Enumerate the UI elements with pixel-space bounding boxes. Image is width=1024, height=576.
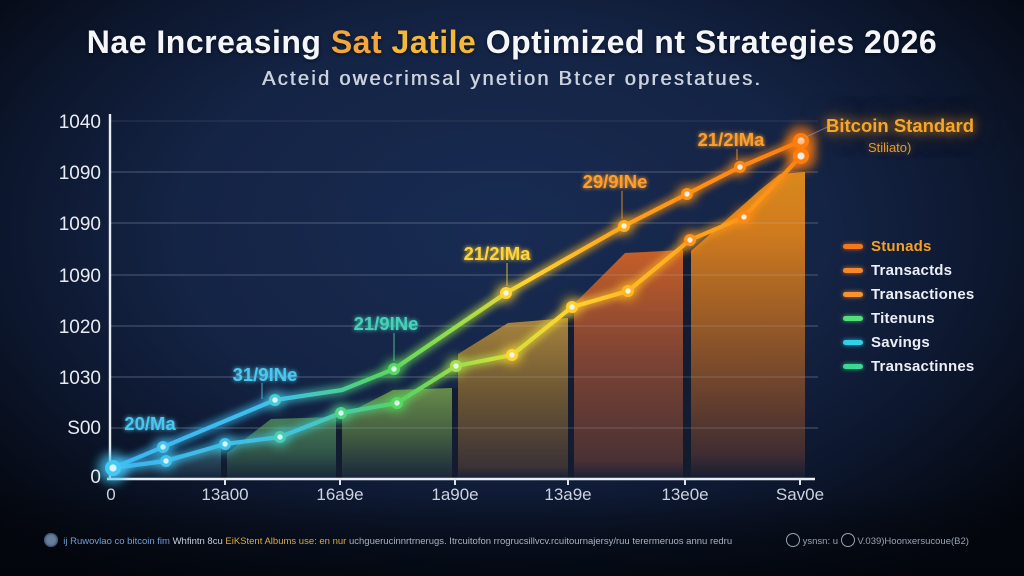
svg-text:1020: 1020 — [59, 317, 101, 338]
svg-text:1090: 1090 — [59, 214, 101, 235]
svg-text:Sav0e: Sav0e — [776, 485, 824, 504]
svg-text:21/2IMa: 21/2IMa — [464, 243, 532, 264]
svg-text:1040: 1040 — [59, 112, 101, 133]
svg-text:1090: 1090 — [59, 163, 101, 184]
svg-text:13e0e: 13e0e — [661, 485, 708, 504]
svg-text:21/9INe: 21/9INe — [354, 313, 419, 334]
svg-text:S00: S00 — [67, 418, 101, 439]
svg-text:20/Ma: 20/Ma — [124, 413, 176, 434]
svg-text:21/2IMa: 21/2IMa — [698, 129, 766, 150]
svg-text:0: 0 — [106, 485, 115, 504]
svg-text:1030: 1030 — [59, 368, 101, 389]
svg-text:13a9e: 13a9e — [544, 485, 591, 504]
svg-text:16a9e: 16a9e — [316, 485, 363, 504]
svg-text:31/9INe: 31/9INe — [233, 364, 298, 385]
svg-text:29/9INe: 29/9INe — [583, 171, 648, 192]
svg-text:1a90e: 1a90e — [431, 485, 478, 504]
svg-text:1090: 1090 — [59, 266, 101, 287]
svg-text:13a00: 13a00 — [201, 485, 248, 504]
svg-text:0: 0 — [90, 467, 101, 488]
